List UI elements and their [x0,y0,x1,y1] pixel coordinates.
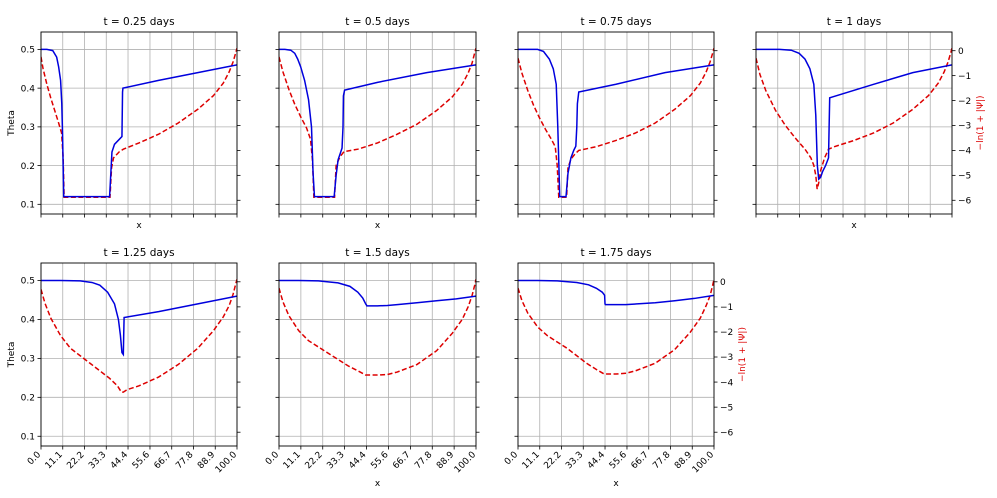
psi-line [518,48,714,199]
subplot-7: 0.0 11.1 22.2 33.3 44.4 55.6 66.7 77.8 88.9100.0… [503,247,748,489]
y-tick-label-right: −1 [720,303,733,313]
theta-line [41,48,237,198]
axes-frame [755,31,953,215]
y-tick-label-right: −6 [958,196,972,206]
y-tick-label-left: 0.5 [21,46,35,56]
y-tick-label-right: 0 [958,47,964,57]
y-tick-label-right: −4 [958,147,972,157]
x-tick-label: 55.6 [369,450,390,471]
subplot-title: t = 0.75 days [580,16,651,28]
x-tick-label: 11.1 [44,450,65,471]
y-tick-label-right: −4 [720,378,734,388]
psi-line [41,48,237,199]
x-tick-label: 77.8 [413,450,434,471]
axes-frame [40,262,238,447]
x-tick-label: 55.6 [608,450,629,471]
x-tick-label: 100.0 [453,450,478,475]
y-tick-label-right: −2 [720,328,733,338]
y-tick-label-right: −1 [958,72,971,82]
subplot-title: t = 1 days [827,16,881,28]
y-tick-label-right: −3 [958,122,971,132]
theta-line [41,279,237,357]
subplot-title: t = 0.25 days [103,16,174,28]
x-tick-label: 33.3 [325,450,346,471]
axes-frame [278,31,477,215]
x-tick-label: 22.2 [304,450,325,471]
x-tick-label: 66.7 [630,450,651,471]
y-tick-label-left: 0.5 [21,277,35,287]
x-axis-label: x [375,221,381,231]
x-tick-label: 33.3 [87,450,108,471]
subplot-4: 0 −1 −2 −3 −4 −5 −6 t = 1 days x −ln(1 + |Ψ|) [752,16,986,231]
axes-frame [517,31,715,215]
x-axis-label: x [136,221,142,231]
y-tick-label-left: 0.4 [21,316,36,326]
x-tick-label: 100.0 [214,450,239,475]
theta-line [279,48,476,198]
axes-frame [517,262,715,447]
subplot-title: t = 1.75 days [580,247,651,259]
y-tick-label-left: 0.2 [21,394,35,404]
theta-line [518,279,714,306]
y-tick-label-right: −6 [720,428,734,438]
x-tick-label: 0.0 [264,450,281,467]
psi-line [279,48,476,199]
subplot-title: t = 0.5 days [345,16,409,28]
psi-line [518,279,714,375]
subplot-5: 0.0 11.1 22.2 33.3 44.4 55.6 66.7 77.8 88.9100.0… [7,247,241,475]
y-axis-label-right: −ln(1 + |Ψ|) [976,96,986,151]
y-tick-label-left: 0.1 [21,432,35,442]
psi-line [279,279,476,376]
x-tick-label: 0.0 [26,450,43,467]
axes-frame [278,262,477,447]
x-axis-label: x [613,479,619,489]
theta-line [756,48,952,181]
y-tick-label-right: −2 [958,97,971,107]
x-tick-label: 66.7 [391,450,412,471]
axes-frame [40,31,238,215]
y-tick-label-left: 0.2 [21,162,35,172]
subplot-title: t = 1.5 days [345,247,409,259]
theta-line [518,48,714,198]
x-tick-label: 66.7 [153,450,174,471]
x-tick-label: 0.0 [503,450,520,467]
x-tick-label: 22.2 [542,450,563,471]
y-tick-label-right: −3 [720,353,733,363]
subplot-6: 0.0 11.1 22.2 33.3 44.4 55.6 66.7 77.8 88.9100.0… [264,247,480,489]
y-axis-label-right: −ln(1 + |Ψ|) [738,327,748,382]
subplot-2: t = 0.5 days x [275,16,480,231]
x-tick-label: 44.4 [586,450,607,471]
y-tick-label-left: 0.3 [21,123,35,133]
x-tick-label: 77.8 [174,450,195,471]
x-tick-label: 11.1 [282,450,303,471]
y-axis-label-left: Theta [7,110,17,137]
x-tick-label: 11.1 [521,450,542,471]
x-tick-label: 33.3 [564,450,585,471]
subplot-3: t = 0.75 days [514,16,718,218]
y-tick-label-left: 0.3 [21,355,35,365]
y-tick-label-left: 0.4 [21,84,36,94]
x-tick-label: 100.0 [691,450,716,475]
subplot-title: t = 1.25 days [103,247,174,259]
psi-line [41,279,237,393]
x-tick-label: 22.2 [65,450,86,471]
subplot-1: 0.1 0.2 0.3 0.4 0.5 t = 0.25 days x Theta [7,16,241,231]
x-tick-label: 55.6 [131,450,152,471]
theta-line [279,279,476,307]
x-tick-label: 77.8 [651,450,672,471]
psi-line [756,48,952,190]
y-axis-label-left: Theta [7,342,17,369]
y-tick-label-right: −5 [720,403,733,413]
x-axis-label: x [375,479,381,489]
x-tick-label: 44.4 [347,450,368,471]
x-axis-label: x [851,221,857,231]
x-tick-label: 44.4 [109,450,130,471]
y-tick-label-right: −5 [958,172,971,182]
y-tick-label-left: 0.1 [21,201,35,211]
y-tick-label-right: 0 [720,278,726,288]
